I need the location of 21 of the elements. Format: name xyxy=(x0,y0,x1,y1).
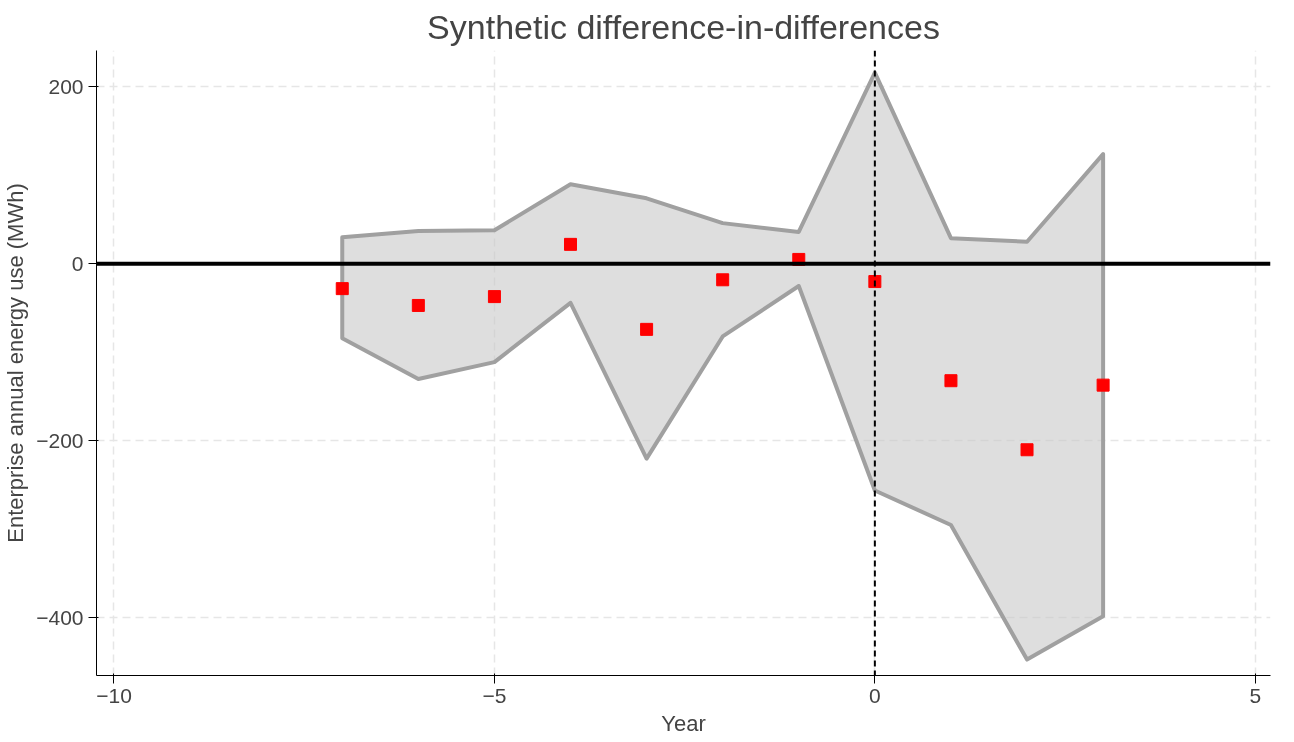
point xyxy=(944,374,958,388)
point xyxy=(640,322,654,336)
point xyxy=(564,237,578,251)
y-tick-label: −200 xyxy=(36,428,84,452)
point xyxy=(716,273,730,287)
point xyxy=(411,298,425,312)
x-axis-title: Year xyxy=(661,710,706,736)
x-tick-label: −5 xyxy=(482,683,507,707)
x-tick-label: −10 xyxy=(96,683,132,707)
y-tick-label: −400 xyxy=(36,605,84,629)
point xyxy=(1096,378,1110,392)
point xyxy=(335,282,349,296)
x-tick-label: 0 xyxy=(869,683,881,707)
point xyxy=(487,290,501,304)
y-tick-label: 0 xyxy=(71,251,84,275)
y-tick-label: 200 xyxy=(48,74,84,98)
y-axis-title: Enterprise annual energy use (MWh) xyxy=(3,183,29,543)
x-tick-label: 5 xyxy=(1249,683,1262,707)
point xyxy=(1020,443,1034,457)
chart-title: Synthetic difference-in-differences xyxy=(427,7,940,46)
point xyxy=(868,275,882,289)
